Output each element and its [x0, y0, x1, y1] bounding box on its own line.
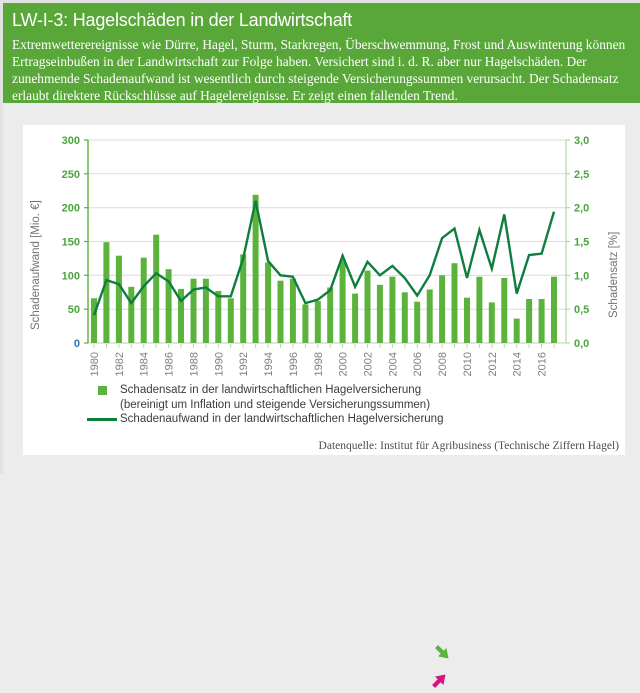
- svg-text:0: 0: [74, 338, 80, 350]
- x-axis-ticks: [93, 344, 555, 348]
- svg-text:300: 300: [62, 135, 80, 147]
- svg-text:1982: 1982: [114, 352, 126, 376]
- svg-text:2004: 2004: [387, 352, 399, 376]
- svg-text:50: 50: [68, 304, 80, 316]
- svg-text:2012: 2012: [487, 352, 499, 376]
- legend-item-schadenaufwand: Schadenaufwand in der landwirtschaftlich…: [120, 413, 444, 425]
- svg-text:2016: 2016: [537, 352, 549, 376]
- x-axis-labels: 1980 1982 1984 1986 1988 1990 1992 1994 1996 1998…: [89, 352, 549, 376]
- svg-text:2006: 2006: [412, 352, 424, 376]
- svg-text:1984: 1984: [139, 352, 151, 376]
- legend-label: Schadensatz in der landwirtschaftlichen …: [120, 384, 422, 396]
- chart-legend: Schadensatz in der landwirtschaftlichen …: [23, 383, 625, 689]
- svg-text:1990: 1990: [213, 352, 225, 376]
- chart-card: Schadenaufwand [Mio. €] Schadensatz [%] …: [23, 125, 625, 689]
- bar-series-schadensatz: [91, 194, 557, 344]
- chart-plot: 0 50 100 150 200 250 300 0,0 0,5 1,0 1,5 2,0 2,5 3,0 1…: [62, 135, 590, 376]
- svg-text:3,0: 3,0: [574, 135, 589, 147]
- svg-text:1,5: 1,5: [574, 237, 589, 249]
- svg-text:2002: 2002: [363, 352, 375, 376]
- svg-text:1994: 1994: [263, 352, 275, 376]
- svg-text:1992: 1992: [238, 352, 250, 376]
- svg-text:100: 100: [62, 270, 80, 282]
- svg-text:200: 200: [62, 203, 80, 215]
- indicator-page: LW-I-3: Hagelschäden in der Landwirtscha…: [3, 3, 640, 689]
- trend-down-arrow-icon: [430, 640, 454, 664]
- svg-text:0,0: 0,0: [574, 338, 589, 350]
- svg-text:1988: 1988: [189, 352, 201, 376]
- data-source: Datenquelle: Institut für Agribusiness (…: [318, 440, 619, 452]
- gridlines: [88, 139, 566, 310]
- svg-text:250: 250: [62, 169, 80, 181]
- legend-sublabel: (bereinigt um Inflation und steigende Ve…: [120, 398, 431, 411]
- svg-text:2010: 2010: [462, 352, 474, 376]
- trend-up-arrow-icon: [427, 668, 451, 692]
- svg-text:1996: 1996: [288, 352, 300, 376]
- line-series-schadenaufwand: [92, 200, 556, 316]
- svg-text:2000: 2000: [338, 352, 350, 376]
- legend-item-schadensatz: Schadensatz in der landwirtschaftlichen …: [120, 383, 430, 412]
- indicator-banner: LW-I-3: Hagelschäden in der Landwirtscha…: [3, 3, 640, 103]
- indicator-description: Extremwetterereignisse wie Dürre, Hagel,…: [12, 37, 626, 103]
- svg-text:2008: 2008: [437, 352, 449, 376]
- svg-text:150: 150: [62, 237, 80, 249]
- page-title: LW-I-3: Hagelschäden in der Landwirtscha…: [12, 10, 353, 30]
- svg-text:2014: 2014: [512, 352, 524, 376]
- bar-series-swatch: [98, 386, 107, 395]
- line-series-swatch: [87, 418, 117, 421]
- svg-text:2,5: 2,5: [574, 169, 589, 181]
- svg-text:1986: 1986: [164, 352, 176, 376]
- svg-text:1,0: 1,0: [574, 270, 589, 282]
- svg-text:1980: 1980: [89, 352, 101, 376]
- svg-text:1998: 1998: [313, 352, 325, 376]
- svg-text:2,0: 2,0: [574, 203, 589, 215]
- svg-text:0,5: 0,5: [574, 304, 589, 316]
